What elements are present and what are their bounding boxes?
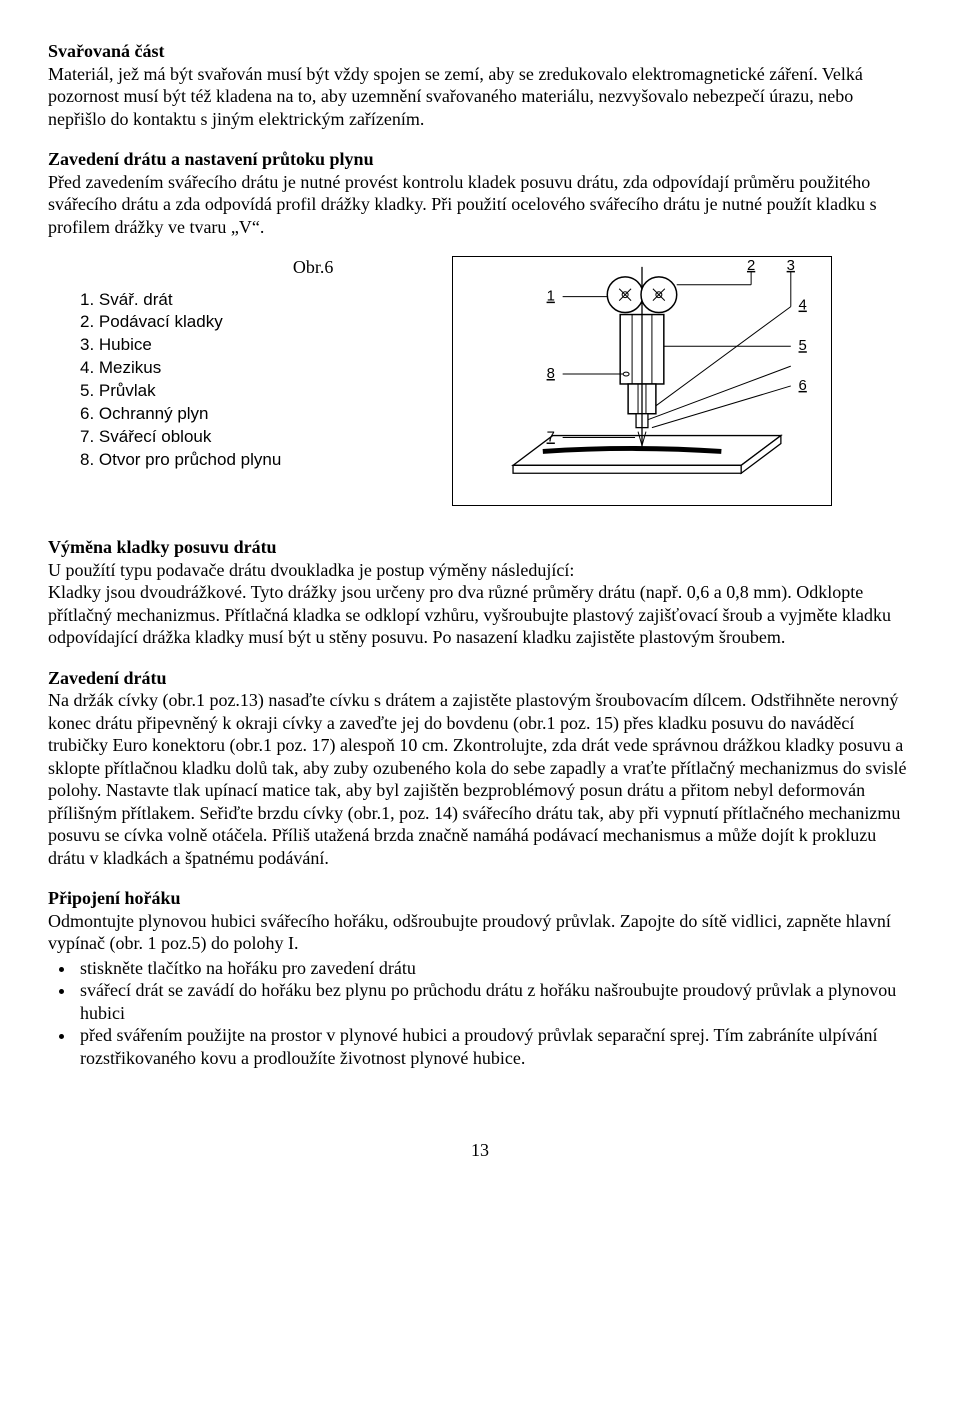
- heading-wire-feed: Zavedení drátu a nastavení průtoku plynu: [48, 149, 374, 169]
- fig-label-3: 3: [787, 258, 795, 274]
- section-wire-insert: Zavedení drátu Na držák cívky (obr.1 poz…: [48, 667, 912, 870]
- heading-torch-connect: Připojení hořáku: [48, 888, 181, 908]
- figure-row: Obr.6 1. Svář. drát 2. Podávací kladky 3…: [48, 256, 912, 506]
- fig-label-4: 4: [799, 298, 807, 314]
- torch-bullet-list: stiskněte tlačítko na hořáku pro zaveden…: [48, 957, 912, 1070]
- heading-wire-insert: Zavedení drátu: [48, 668, 167, 688]
- legend-item: 1. Svář. drát: [80, 289, 428, 312]
- legend-item: 3. Hubice: [80, 334, 428, 357]
- figure-right-col: 1 8 7 2 3 4 5 6: [452, 256, 912, 506]
- legend-item: 8. Otvor pro průchod plynu: [80, 449, 428, 472]
- heading-roller-change: Výměna kladky posuvu drátu: [48, 537, 277, 557]
- legend-item: 2. Podávací kladky: [80, 311, 428, 334]
- fig-label-6: 6: [799, 378, 807, 394]
- bullet-item: stiskněte tlačítko na hořáku pro zaveden…: [76, 957, 912, 980]
- bullet-item: svářecí drát se zavádí do hořáku bez ply…: [76, 979, 912, 1024]
- section-roller-change: Výměna kladky posuvu drátu U použítí typ…: [48, 536, 912, 649]
- body-wire-insert: Na držák cívky (obr.1 poz.13) nasaďte cí…: [48, 689, 912, 869]
- body-roller-change: U použítí typu podavače drátu dvoukladka…: [48, 559, 912, 649]
- spacer: [48, 506, 912, 536]
- legend-item: 4. Mezikus: [80, 357, 428, 380]
- section-torch-connect: Připojení hořáku Odmontujte plynovou hub…: [48, 887, 912, 1069]
- fig-label-1: 1: [547, 289, 555, 305]
- legend-item: 7. Svářecí oblouk: [80, 426, 428, 449]
- body-torch-connect: Odmontujte plynovou hubici svářecího hoř…: [48, 910, 912, 955]
- section-wire-feed: Zavedení drátu a nastavení průtoku plynu…: [48, 148, 912, 238]
- figure-left-col: Obr.6 1. Svář. drát 2. Podávací kladky 3…: [48, 256, 428, 472]
- fig-label-2: 2: [747, 258, 755, 274]
- page-number: 13: [48, 1139, 912, 1162]
- figure-legend: 1. Svář. drát 2. Podávací kladky 3. Hubi…: [48, 289, 428, 473]
- torch-diagram: 1 8 7 2 3 4 5 6: [452, 256, 832, 506]
- body-welded-part: Materiál, jež má být svařován musí být v…: [48, 63, 912, 131]
- fig-label-5: 5: [799, 338, 807, 354]
- fig-label-8: 8: [547, 366, 555, 382]
- page: Svařovaná část Materiál, jež má být svař…: [0, 0, 960, 1192]
- figure-caption: Obr.6: [198, 256, 428, 279]
- section-welded-part: Svařovaná část Materiál, jež má být svař…: [48, 40, 912, 130]
- legend-item: 5. Průvlak: [80, 380, 428, 403]
- fig-label-7: 7: [547, 430, 555, 446]
- legend-item: 6. Ochranný plyn: [80, 403, 428, 426]
- bullet-item: před svářením použijte na prostor v plyn…: [76, 1024, 912, 1069]
- body-wire-feed: Před zavedením svářecího drátu je nutné …: [48, 171, 912, 239]
- heading-welded-part: Svařovaná část: [48, 41, 165, 61]
